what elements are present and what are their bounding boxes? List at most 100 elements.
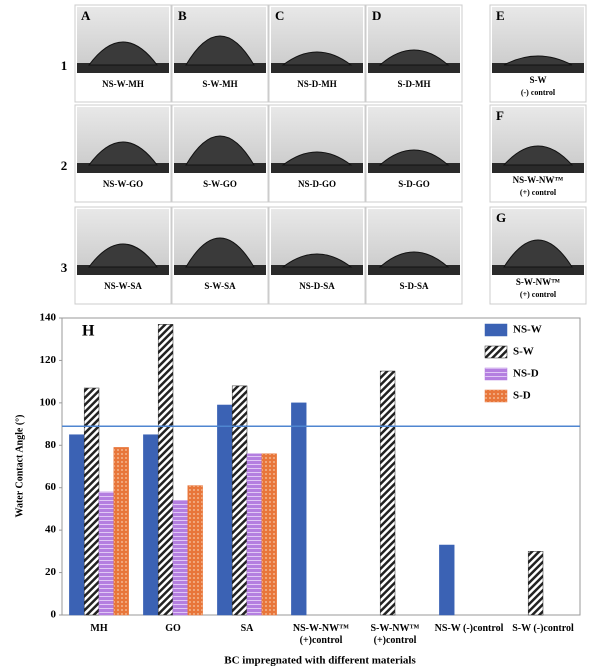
x-tick-label: S-W (-)control: [512, 623, 574, 634]
droplet: [88, 243, 158, 268]
bar: [143, 434, 159, 616]
photo-label: S-D-GO: [398, 179, 430, 189]
bar: [231, 385, 248, 616]
bar: [172, 500, 189, 616]
bar: [217, 404, 233, 616]
substrate: [174, 163, 266, 173]
y-axis-label: Water Contact Angle (°): [14, 415, 25, 518]
legend-swatch: [484, 323, 508, 337]
x-tick-label: NS-W (-)control: [434, 623, 504, 634]
panel-letter: G: [496, 210, 506, 225]
y-tick-label: 0: [51, 609, 57, 621]
photo-label: NS-D-GO: [298, 179, 336, 189]
droplet: [503, 55, 573, 66]
legend-label: S-D: [513, 390, 531, 402]
substrate: [271, 265, 363, 275]
x-tick-label: MH: [90, 623, 108, 634]
panel-letter: C: [275, 8, 284, 23]
x-tick-label: NS-W-NW™ (+)control: [292, 623, 350, 646]
droplet: [281, 51, 353, 66]
photo-label: S-W-NW™: [516, 277, 560, 287]
x-tick-label: SA: [240, 623, 254, 634]
legend-label: S-W: [513, 346, 534, 358]
panel-letter: A: [81, 8, 91, 23]
photo-label: NS-W-NW™: [513, 175, 564, 185]
substrate: [492, 163, 584, 173]
photo-label: NS-D-MH: [297, 79, 337, 89]
row-label: 1: [61, 58, 68, 73]
plot-frame: [61, 317, 581, 616]
panel-letter: D: [372, 8, 381, 23]
bar: [527, 551, 544, 616]
substrate: [492, 63, 584, 73]
bar: [187, 485, 203, 616]
substrate: [174, 63, 266, 73]
substrate: [368, 63, 460, 73]
y-tick-label: 140: [40, 312, 57, 324]
y-tick-label: 60: [45, 481, 57, 493]
droplet: [378, 149, 450, 166]
droplet: [378, 49, 450, 66]
y-tick-label: 120: [40, 354, 57, 366]
droplet: [378, 251, 450, 268]
photo-label: S-W-MH: [202, 79, 237, 89]
droplet: [88, 141, 158, 166]
droplet: [185, 135, 255, 166]
droplet: [185, 35, 255, 66]
photo-label: S-D-SA: [399, 281, 429, 291]
panel-letter: E: [496, 8, 505, 23]
droplet: [503, 239, 573, 268]
legend-label: NS-D: [513, 368, 539, 380]
photo-label: S-D-MH: [398, 79, 431, 89]
bar: [157, 324, 174, 616]
droplet: [281, 151, 353, 166]
photo-label: S-W: [529, 75, 546, 85]
y-tick-label: 40: [45, 524, 57, 536]
substrate: [271, 63, 363, 73]
bar: [261, 453, 277, 616]
panel-label: H: [82, 323, 95, 340]
x-tick-label: GO: [165, 623, 181, 634]
photo-label: NS-W-GO: [103, 179, 143, 189]
bar: [98, 491, 115, 616]
x-axis-label: BC impregnated with different materials: [224, 655, 416, 667]
legend-swatch: [484, 345, 508, 359]
droplet: [185, 237, 255, 268]
photo-note: (+) control: [520, 188, 557, 197]
substrate: [77, 265, 169, 275]
bar: [69, 434, 85, 616]
row-label: 3: [61, 260, 68, 275]
bar: [291, 402, 307, 616]
substrate: [77, 63, 169, 73]
legend-swatch: [484, 389, 508, 403]
substrate: [368, 265, 460, 275]
row-label: 2: [61, 158, 68, 173]
droplet: [502, 145, 574, 166]
panel-letter: F: [496, 108, 504, 123]
bar: [246, 453, 263, 616]
droplet: [88, 41, 158, 66]
substrate: [174, 265, 266, 275]
bar: [439, 544, 455, 616]
photo-label: NS-D-SA: [299, 281, 335, 291]
substrate: [368, 163, 460, 173]
substrate: [271, 163, 363, 173]
photo-label: S-W-SA: [204, 281, 236, 291]
photo-note: (-) control: [521, 88, 556, 97]
bar: [379, 370, 396, 616]
droplet: [281, 253, 353, 268]
bar: [83, 387, 100, 616]
y-tick-label: 20: [45, 566, 57, 578]
y-tick-label: 80: [45, 439, 57, 451]
substrate: [77, 163, 169, 173]
photo-label: NS-W-SA: [104, 281, 142, 291]
y-tick-label: 100: [40, 396, 57, 408]
legend-swatch: [484, 367, 508, 381]
substrate: [492, 265, 584, 275]
photo-label: S-W-GO: [203, 179, 237, 189]
photo-note: (+) control: [520, 290, 557, 299]
bar: [113, 447, 129, 616]
photo-label: NS-W-MH: [102, 79, 144, 89]
